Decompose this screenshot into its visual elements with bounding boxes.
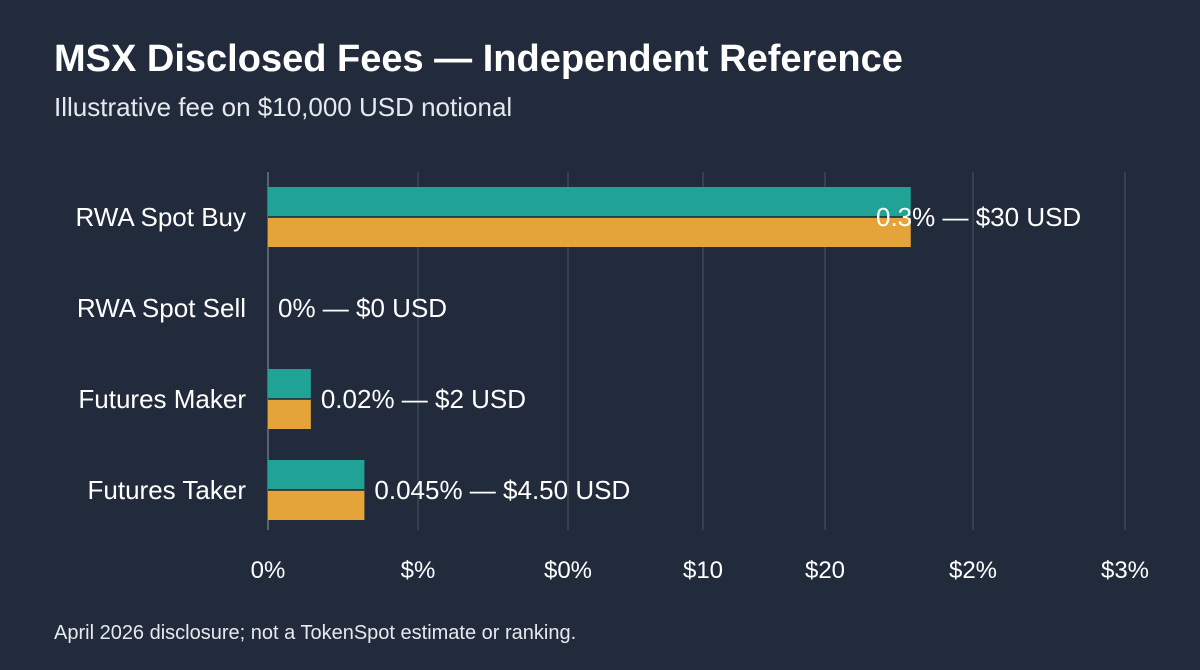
category-label: RWA Spot Buy xyxy=(75,202,246,232)
bar-orange xyxy=(268,399,311,429)
bar-orange xyxy=(268,490,365,520)
footnote: April 2026 disclosure; not a TokenSpot e… xyxy=(54,622,577,644)
x-tick-label: $20 xyxy=(805,557,845,584)
x-tick-label: $2% xyxy=(949,557,997,584)
chart-title: MSX Disclosed Fees — Independent Referen… xyxy=(54,38,903,80)
category-label: RWA Spot Sell xyxy=(77,293,246,323)
bars xyxy=(268,187,911,520)
labels: 0% $% $0% $10 $20 $2% $3% RWA Spot Buy 0.3% — $3… xyxy=(75,202,1149,584)
data-label: 0.045% — $4.50 USD xyxy=(374,475,630,505)
bar-teal xyxy=(268,187,911,217)
x-tick-label: 0% xyxy=(251,557,286,584)
data-label: 0.02% — $2 USD xyxy=(321,384,526,414)
x-tick-label: $% xyxy=(401,557,436,584)
data-label: 0% — $0 USD xyxy=(278,293,447,323)
x-tick-label: $10 xyxy=(683,557,723,584)
bar-orange xyxy=(268,217,911,247)
category-label: Futures Taker xyxy=(88,475,247,505)
x-tick-label: $3% xyxy=(1101,557,1149,584)
bar-teal xyxy=(268,369,311,399)
category-label: Futures Maker xyxy=(78,384,246,414)
x-tick-label: $0% xyxy=(544,557,592,584)
data-label: 0.3% — $30 USD xyxy=(876,202,1081,232)
chart-subtitle: Illustrative fee on $10,000 USD notional xyxy=(54,92,513,122)
bar-teal xyxy=(268,460,365,490)
